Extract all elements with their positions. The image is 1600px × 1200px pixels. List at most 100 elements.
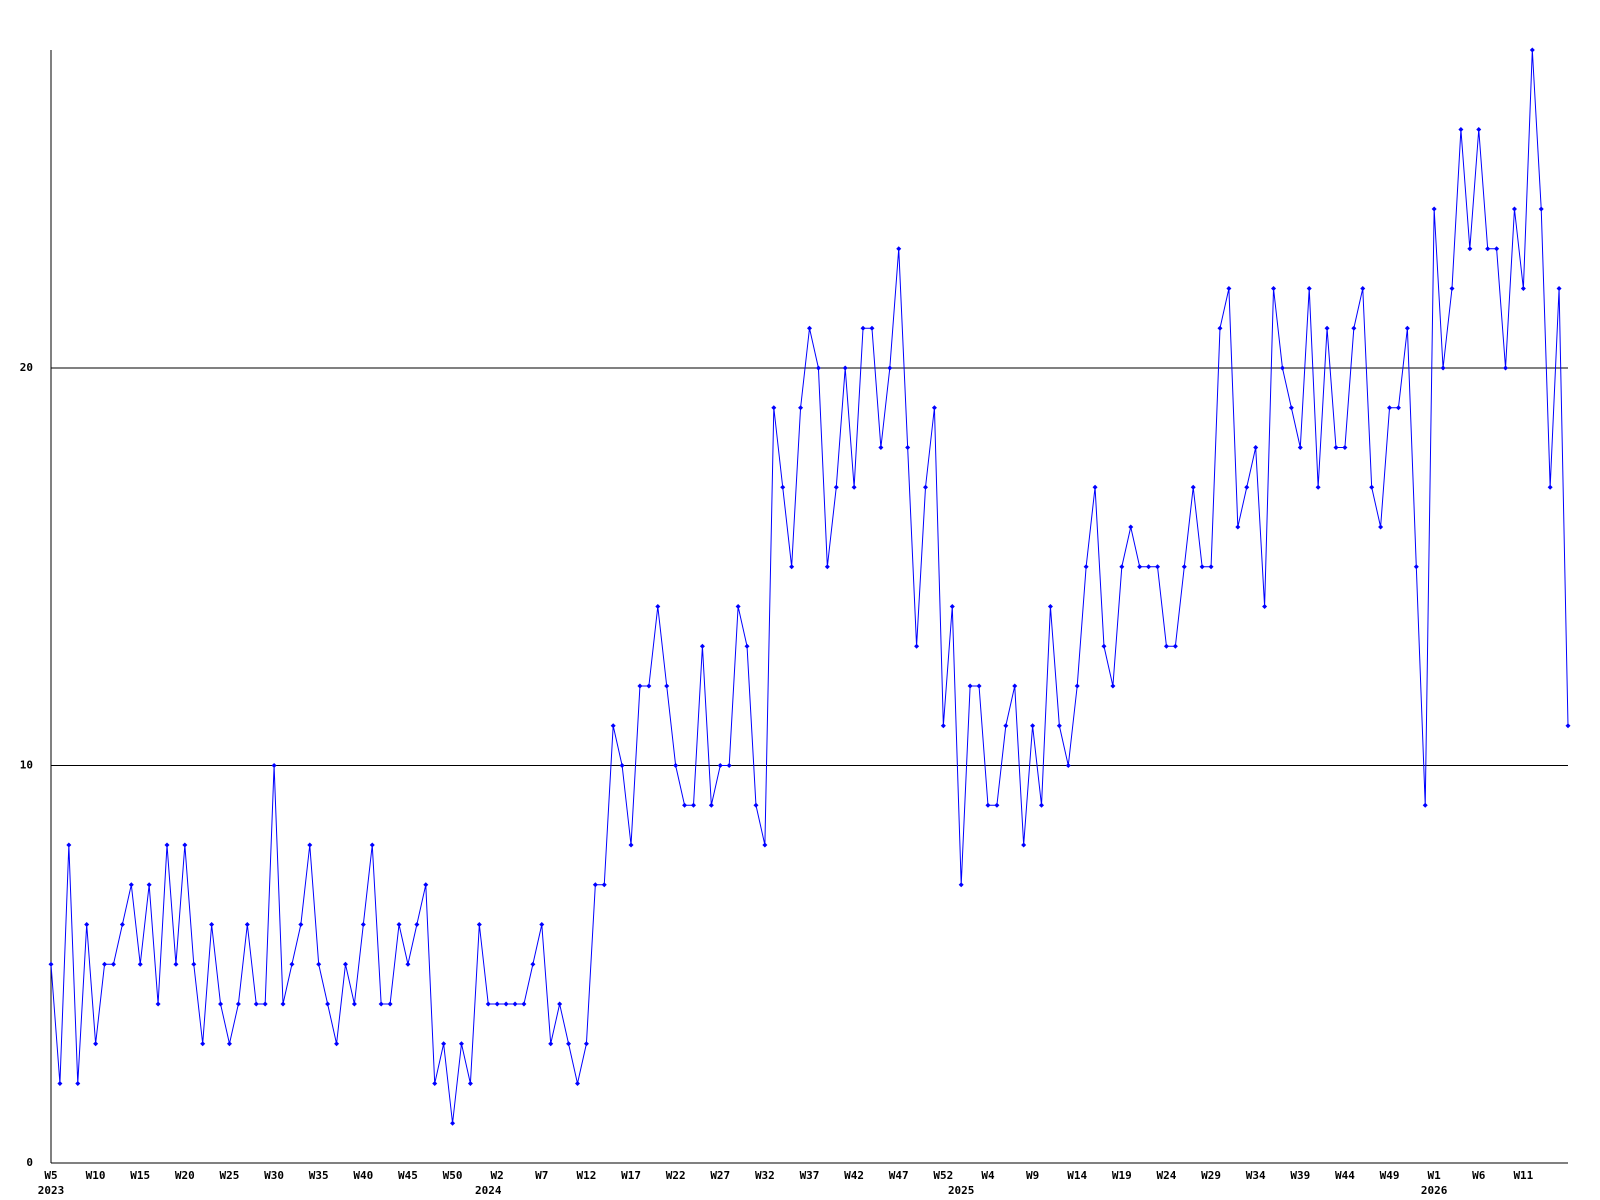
- data-point: [1467, 246, 1473, 252]
- data-point: [566, 1041, 572, 1047]
- data-point: [1485, 246, 1491, 252]
- x-tick-label: W11: [1513, 1169, 1533, 1182]
- x-tick-label: W10: [86, 1169, 106, 1182]
- data-point: [771, 405, 777, 411]
- data-point: [735, 604, 741, 609]
- data-point: [209, 922, 215, 927]
- data-point: [958, 882, 964, 888]
- data-point: [387, 1001, 393, 1007]
- data-point: [182, 842, 188, 848]
- data-point: [601, 882, 607, 888]
- x-tick-label: W42: [844, 1169, 864, 1182]
- y-tick-label: 0: [26, 1156, 33, 1169]
- data-point: [1324, 325, 1330, 331]
- data-point: [637, 683, 643, 689]
- data-point: [931, 405, 937, 411]
- data-point: [1413, 564, 1419, 570]
- data-point: [905, 445, 911, 450]
- x-tick-label: W19: [1112, 1169, 1132, 1182]
- data-point: [1529, 47, 1535, 53]
- data-point: [1163, 643, 1169, 649]
- data-point: [191, 961, 197, 967]
- data-point: [137, 961, 143, 967]
- data-point: [1039, 802, 1045, 808]
- data-point: [985, 802, 991, 808]
- x-tick-label: W40: [353, 1169, 373, 1182]
- x-tick-label: W1: [1428, 1169, 1442, 1182]
- data-point: [1547, 484, 1553, 490]
- data-point: [316, 961, 322, 967]
- y-tick-label: 10: [20, 759, 33, 772]
- data-point: [119, 922, 125, 927]
- x-tick-label: W37: [800, 1169, 820, 1182]
- data-point: [753, 802, 759, 808]
- data-point: [619, 763, 625, 768]
- x-tick-label: W17: [621, 1169, 641, 1182]
- data-point: [1511, 206, 1517, 212]
- data-point: [226, 1041, 232, 1047]
- series-line: [50, 49, 1569, 1124]
- data-point: [1092, 484, 1098, 490]
- data-point: [467, 1081, 473, 1086]
- data-point: [1306, 286, 1312, 291]
- data-point: [780, 484, 786, 490]
- data-point: [75, 1081, 81, 1086]
- data-point: [200, 1041, 206, 1047]
- data-point: [673, 763, 679, 768]
- data-point: [1262, 604, 1268, 609]
- data-point: [1074, 683, 1080, 689]
- x-tick-label: W5: [44, 1169, 57, 1182]
- data-point: [1226, 286, 1232, 291]
- data-point: [1217, 325, 1223, 331]
- data-point: [235, 1001, 241, 1007]
- data-point: [244, 922, 250, 927]
- x-tick-label: W20: [175, 1169, 195, 1182]
- data-point: [325, 1001, 331, 1007]
- data-point: [1503, 365, 1509, 371]
- x-year-label: 2026: [1421, 1184, 1448, 1197]
- data-point: [1253, 445, 1259, 450]
- data-point: [110, 961, 116, 967]
- data-point: [690, 802, 696, 808]
- data-point: [878, 445, 884, 450]
- data-point: [1190, 484, 1196, 490]
- data-point: [253, 1001, 259, 1007]
- data-point: [218, 1001, 224, 1007]
- data-point: [1449, 286, 1455, 291]
- data-point: [833, 484, 839, 490]
- data-point: [271, 763, 277, 768]
- data-point: [1387, 405, 1393, 411]
- data-point: [1146, 564, 1152, 570]
- data-point: [1128, 524, 1134, 530]
- data-point: [360, 922, 366, 927]
- x-year-label: 2024: [475, 1184, 502, 1197]
- data-point: [441, 1041, 447, 1047]
- x-tick-label: W35: [309, 1169, 329, 1182]
- data-point: [1235, 524, 1241, 530]
- data-point: [485, 1001, 491, 1007]
- data-point: [1378, 524, 1384, 530]
- data-point: [1065, 763, 1071, 768]
- data-point: [949, 604, 955, 609]
- data-point: [1288, 405, 1294, 411]
- data-point: [262, 1001, 268, 1007]
- x-tick-label: W22: [666, 1169, 686, 1182]
- data-point: [539, 922, 545, 927]
- x-tick-label: W45: [398, 1169, 418, 1182]
- data-point: [548, 1041, 554, 1047]
- data-point: [815, 365, 821, 371]
- data-point: [458, 1041, 464, 1047]
- data-point: [1538, 206, 1544, 212]
- data-point: [1047, 604, 1053, 609]
- data-point: [1360, 286, 1366, 291]
- x-tick-label: W32: [755, 1169, 775, 1182]
- data-point: [824, 564, 830, 570]
- data-point: [164, 842, 170, 848]
- data-point: [342, 961, 348, 967]
- data-point: [896, 246, 902, 252]
- x-tick-label: W27: [710, 1169, 730, 1182]
- data-point: [503, 1001, 509, 1007]
- data-point: [592, 882, 598, 888]
- data-point: [173, 961, 179, 967]
- data-point: [1369, 484, 1375, 490]
